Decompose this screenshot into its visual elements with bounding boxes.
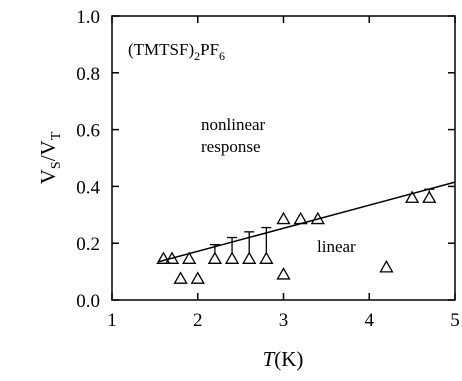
fit-line: [158, 181, 456, 263]
y-title-sub2: T: [49, 131, 64, 140]
y-tick-label: 0.4: [76, 177, 100, 198]
data-point-triangle: [276, 267, 291, 280]
data-point-triangle: [293, 211, 308, 225]
data-point-triangle: [422, 190, 437, 203]
compound-main: (TMTSF): [128, 40, 194, 59]
annotation-response: response: [201, 137, 260, 156]
y-tick-label: 0.2: [76, 234, 100, 255]
y-tick-label: 0.6: [76, 121, 100, 142]
data-point-triangle: [276, 211, 291, 225]
y-title-base: V: [36, 169, 60, 184]
y-title-slash: /V: [36, 140, 60, 161]
compound-sub1: 2: [194, 49, 200, 63]
y-tick-label: 0.8: [76, 64, 100, 85]
axis-ticks: 1 2 3 4 5 0.0 0.2 0.4 0.6 0.8 1.0: [76, 7, 460, 331]
annotation-linear: linear: [317, 237, 356, 256]
compound-label: (TMTSF)2PF6: [128, 40, 225, 63]
y-axis-title: VS/VT: [36, 131, 64, 184]
data-point-triangle: [242, 251, 257, 264]
y-title-sub1: S: [49, 161, 64, 169]
fit-line-group: [158, 181, 456, 263]
x-tick-label: 1: [107, 310, 117, 331]
x-tick-label: 2: [193, 310, 203, 331]
data-point-triangle: [207, 251, 223, 264]
data-point-triangle: [379, 260, 394, 273]
data-point-triangle: [182, 251, 197, 264]
data-point-triangle: [173, 271, 188, 284]
y-tick-label: 0.0: [76, 291, 100, 312]
data-point-triangle: [190, 271, 205, 284]
x-title-var: T: [263, 347, 276, 371]
data-points: [156, 188, 437, 284]
y-tick-label: 1.0: [76, 7, 100, 28]
x-tick-label: 5: [450, 310, 460, 331]
compound-mid: PF: [200, 40, 219, 59]
data-point-triangle: [310, 211, 325, 225]
x-axis-title: T(K): [263, 347, 304, 371]
compound-sub2: 6: [219, 49, 225, 63]
x-title-unit: (K): [274, 347, 303, 371]
x-tick-label: 4: [365, 310, 375, 331]
x-tick-label: 3: [279, 310, 289, 331]
data-point-triangle: [156, 251, 171, 264]
data-point-triangle: [224, 251, 240, 264]
data-point-triangle: [259, 251, 274, 264]
data-point-triangle: [164, 251, 180, 264]
annotation-nonlinear: nonlinear: [201, 115, 266, 134]
data-point-triangle: [405, 190, 420, 203]
